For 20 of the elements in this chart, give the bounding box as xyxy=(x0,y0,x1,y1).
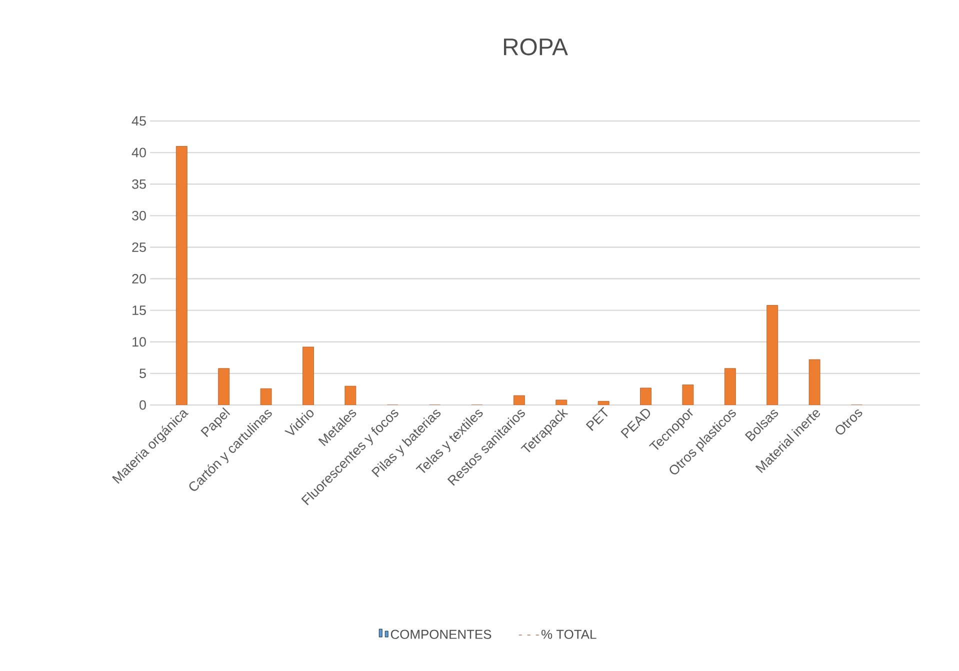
y-tick-label: 15 xyxy=(132,306,146,316)
y-tick-label: 10 xyxy=(132,337,146,347)
bar xyxy=(176,146,188,405)
y-tick-label: 40 xyxy=(132,148,146,158)
bar xyxy=(344,386,356,405)
y-tick-label: 0 xyxy=(140,400,146,410)
bar xyxy=(724,368,736,405)
y-tick-label: 25 xyxy=(132,242,146,252)
y-tick-label: 30 xyxy=(132,210,146,220)
y-tick-label: 45 xyxy=(132,116,146,126)
bar xyxy=(766,305,778,405)
bar xyxy=(218,368,230,405)
text: % TOTAL xyxy=(542,630,596,639)
bar xyxy=(302,346,314,405)
legend-label: COMPONENTES xyxy=(390,630,492,639)
chart-title: ROPA xyxy=(504,38,568,56)
y-tick-label: 5 xyxy=(140,368,146,378)
y-tick-label: 35 xyxy=(132,179,146,189)
y-tick-label: 20 xyxy=(132,274,146,284)
bar xyxy=(640,388,652,405)
